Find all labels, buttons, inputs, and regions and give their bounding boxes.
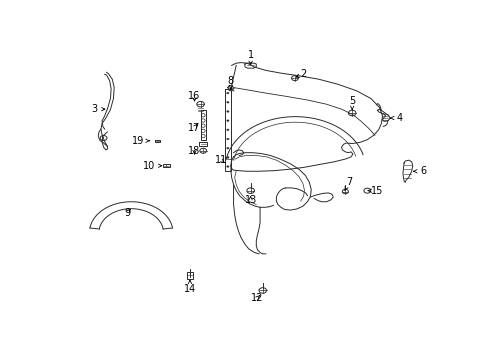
Circle shape [226, 92, 228, 94]
Circle shape [226, 147, 228, 149]
Text: 4: 4 [389, 113, 402, 123]
Text: 12: 12 [251, 293, 263, 303]
Text: 6: 6 [413, 166, 425, 176]
Text: 17: 17 [188, 123, 200, 133]
Bar [163, 164, 169, 167]
Text: 3: 3 [91, 104, 105, 114]
Text: 11: 11 [215, 155, 227, 165]
Circle shape [226, 120, 228, 121]
Text: 18: 18 [188, 146, 200, 156]
Text: 1: 1 [247, 50, 253, 64]
Circle shape [226, 129, 228, 131]
Circle shape [226, 138, 228, 140]
Text: 5: 5 [348, 96, 355, 109]
Text: 15: 15 [367, 186, 383, 196]
Circle shape [226, 157, 228, 158]
Text: 19: 19 [131, 136, 149, 146]
Circle shape [226, 111, 228, 112]
Text: 13: 13 [244, 195, 256, 205]
Text: 10: 10 [142, 161, 162, 171]
Text: 7: 7 [344, 177, 351, 190]
Text: 9: 9 [124, 208, 130, 218]
Bar [186, 273, 193, 279]
Text: 16: 16 [188, 91, 200, 102]
Text: 14: 14 [183, 280, 196, 293]
Circle shape [226, 166, 228, 167]
Circle shape [226, 102, 228, 103]
Text: 2: 2 [296, 69, 306, 79]
Text: 8: 8 [227, 76, 233, 89]
